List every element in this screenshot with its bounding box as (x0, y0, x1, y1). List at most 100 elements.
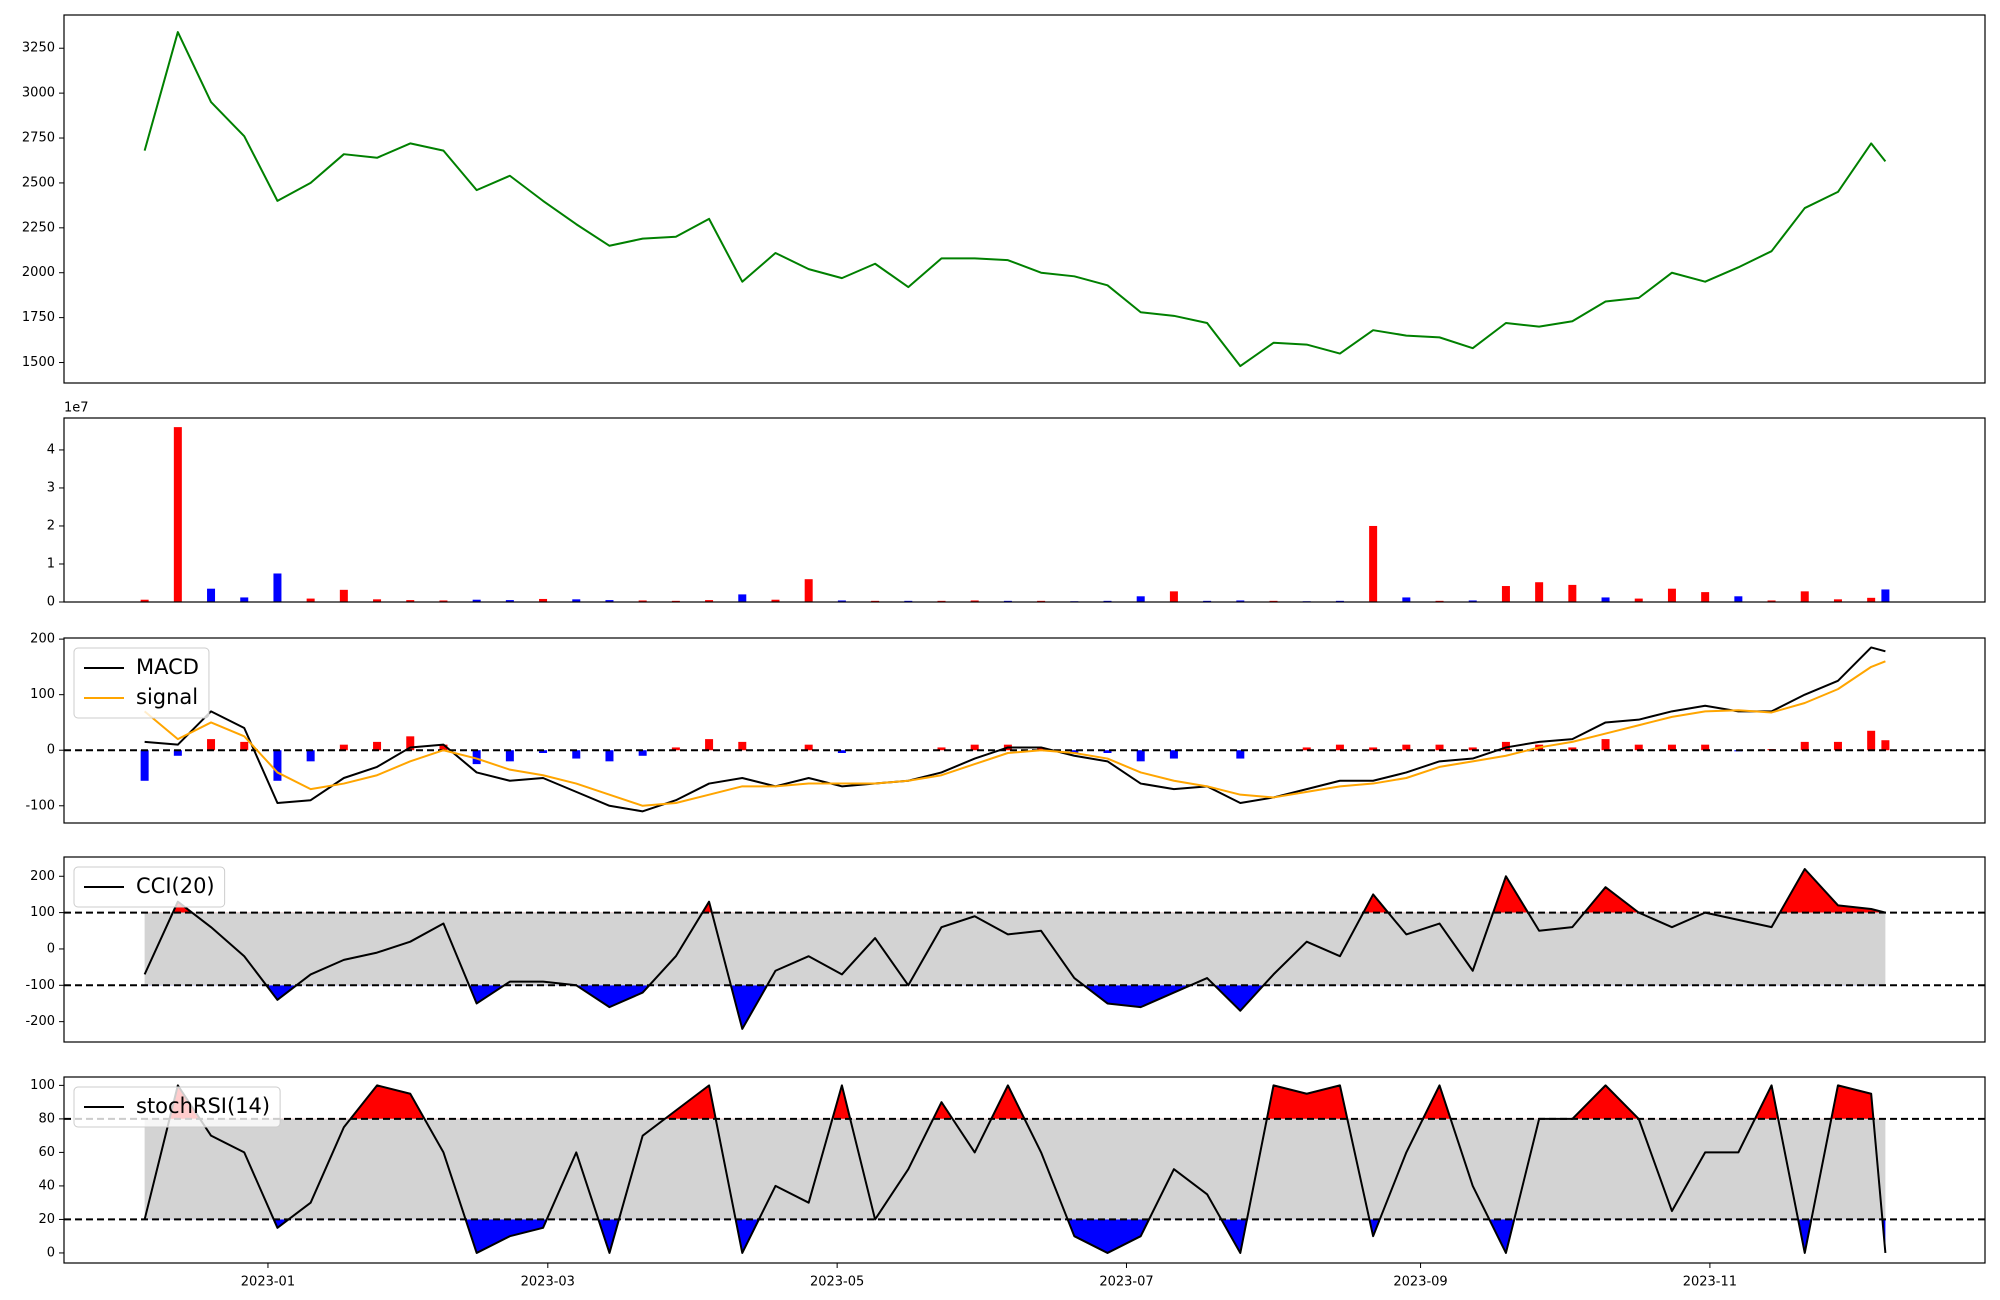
histogram-bar (1369, 747, 1378, 751)
y-tick-label: 20 (38, 1212, 55, 1227)
histogram-bar (837, 750, 846, 753)
histogram-bar (1867, 730, 1876, 751)
x-tick-label: 2023-05 (810, 1275, 864, 1290)
y-tick-label: 2250 (22, 220, 55, 235)
y-tick-label: 2 (47, 518, 55, 533)
histogram-bar (173, 750, 182, 756)
y-tick-label: 2000 (22, 265, 55, 280)
y-tick-label: 3 (47, 480, 55, 495)
axes-frame (63, 417, 1986, 603)
volume-bar (1535, 582, 1544, 602)
y-tick-label: 1500 (22, 355, 55, 370)
histogram-bar (140, 750, 149, 781)
histogram-bar (472, 750, 481, 765)
volume-bar (1634, 598, 1643, 602)
y-tick-label: 1750 (22, 310, 55, 325)
neutral-band (144, 912, 1886, 986)
y-tick-label: 100 (30, 905, 55, 920)
y-tick-label: 3250 (22, 41, 55, 56)
volume-bar (1169, 591, 1178, 602)
histogram-bar (207, 739, 216, 751)
x-tick-label: 2023-07 (1099, 1275, 1153, 1290)
volume-bar (1800, 591, 1809, 602)
histogram-bar (1302, 747, 1311, 751)
volume-bar (140, 599, 149, 602)
histogram-bar (1800, 741, 1809, 751)
y-tick-label: 0 (47, 743, 55, 758)
volume-bar (1701, 592, 1710, 602)
volume-bar (1667, 588, 1676, 602)
axes-frame (63, 856, 1986, 1043)
axes-frame (63, 14, 1986, 384)
volume-bar (804, 579, 813, 602)
histogram-bar (1468, 747, 1477, 751)
series-line (143, 660, 1886, 807)
panel: -100 0 100 200 MACD signal (25, 632, 1986, 824)
volume-bar (472, 599, 481, 602)
histogram-bar (1070, 750, 1079, 753)
volume-bar (406, 600, 415, 602)
volume-bar (439, 600, 448, 602)
volume-bar (306, 598, 315, 602)
y-tick-label: 4 (47, 442, 55, 457)
series-line (143, 31, 1887, 368)
volume-bar (373, 599, 382, 602)
volume-bar (539, 598, 548, 602)
histogram-bar (605, 750, 614, 762)
histogram-bar (1136, 750, 1145, 762)
histogram-bar (572, 750, 581, 759)
volume-bar (572, 599, 581, 602)
y-tick-label: 0 (47, 941, 55, 956)
panel: 1500 1750 2000 2250 2500 2750 3000 3250 (22, 14, 1986, 384)
volume-bar (1881, 589, 1890, 602)
series-line (144, 646, 1886, 813)
histogram-bar (1103, 750, 1112, 753)
histogram-bar (738, 741, 747, 751)
legend-label: MACD (136, 655, 199, 679)
histogram-bar (1169, 750, 1178, 759)
y-tick-label: 100 (30, 687, 55, 702)
y-tick-label: 1 (47, 556, 55, 571)
volume-bar (705, 600, 714, 602)
histogram-bar (1402, 744, 1411, 751)
histogram-bar (1601, 739, 1610, 751)
volume-bar (1867, 597, 1876, 602)
histogram-bar (1667, 744, 1676, 751)
volume-bar (1136, 596, 1145, 602)
y-tick-label: 60 (38, 1145, 55, 1160)
oversold-fill (273, 1219, 1886, 1253)
panel: 0 1 2 3 4 1e7 (47, 401, 1986, 610)
histogram-bar (1568, 747, 1577, 751)
histogram-bar (306, 750, 315, 762)
histogram-bar (937, 747, 946, 751)
volume-bar (1369, 525, 1378, 602)
y-tick-label: 3000 (22, 86, 55, 101)
volume-bar (273, 573, 282, 602)
histogram-bar (638, 750, 647, 756)
y-tick-label: -100 (25, 798, 55, 813)
volume-bar (173, 427, 182, 602)
histogram-bar (1435, 744, 1444, 751)
y-tick-label: 200 (30, 869, 55, 884)
series-line (143, 867, 1886, 1030)
volume-bar (738, 594, 747, 602)
x-tick-label: 2023-03 (521, 1275, 575, 1290)
volume-bar (1601, 597, 1610, 602)
axes-frame (63, 1076, 1986, 1264)
histogram-bar (705, 739, 714, 751)
histogram-bar (439, 744, 448, 751)
volume-bar (505, 600, 514, 602)
legend-label: CCI(20) (136, 874, 215, 898)
histogram-bar (1037, 747, 1046, 751)
histogram-bar (539, 750, 548, 753)
volume-bar (638, 600, 647, 602)
overbought-fill (144, 1085, 1886, 1119)
histogram-bar (240, 741, 249, 751)
histogram-bar (1833, 741, 1842, 751)
volume-bar (605, 600, 614, 602)
y-tick-label: 0 (47, 1245, 55, 1260)
y-tick-label: 0 (47, 595, 55, 610)
y-tick-label: 2750 (22, 131, 55, 146)
volume-bar (970, 600, 979, 602)
